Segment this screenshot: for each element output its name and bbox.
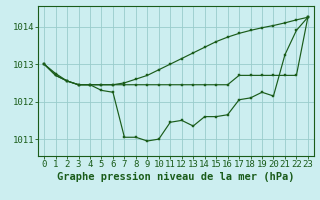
X-axis label: Graphe pression niveau de la mer (hPa): Graphe pression niveau de la mer (hPa) [57,172,295,182]
